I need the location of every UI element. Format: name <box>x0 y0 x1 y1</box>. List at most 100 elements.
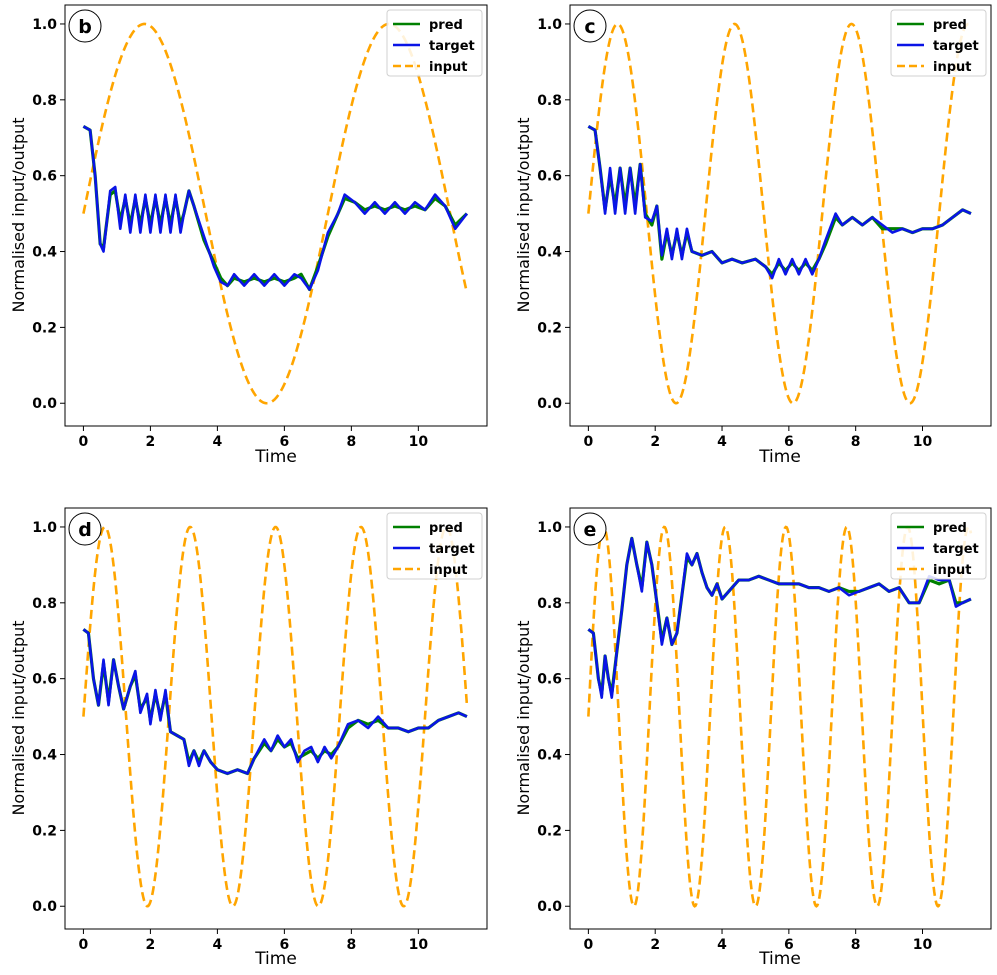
panel-label: b <box>68 9 102 43</box>
y-axis-label: Normalised input/output <box>514 620 533 815</box>
axes-frame <box>64 4 488 427</box>
legend-label-pred: pred <box>933 18 967 33</box>
x-tick-label: 0 <box>584 434 594 450</box>
legend: pred target input <box>890 9 987 77</box>
x-tick-label: 2 <box>146 937 156 953</box>
legend: pred target input <box>386 9 483 77</box>
legend-label-pred: pred <box>933 521 967 536</box>
panel-b: Time Normalised input/output 0 2 4 6 8 10 0.0 0… <box>9 4 488 467</box>
y-axis-label: Normalised input/output <box>514 117 533 312</box>
legend-label-input: input <box>933 60 972 75</box>
series-input-line <box>587 22 972 405</box>
x-tick-label: 10 <box>409 937 429 953</box>
legend-label-input: input <box>933 563 972 578</box>
y-tick-label: 0.6 <box>537 169 562 185</box>
y-tick-label: 0.0 <box>537 396 562 412</box>
y-tick-label: 0.4 <box>537 748 562 764</box>
panel-e: Time Normalised input/output 0 2 4 6 8 10 0.0 0… <box>514 507 992 969</box>
legend-label-pred: pred <box>429 521 463 536</box>
legend: pred target input <box>386 512 483 580</box>
x-tick-label: 10 <box>913 434 933 450</box>
panel-label: d <box>68 512 102 546</box>
panel-label: c <box>573 9 607 43</box>
y-tick-label: 0.6 <box>537 672 562 688</box>
legend: pred target input <box>890 512 987 580</box>
y-tick-label: 0.6 <box>32 672 57 688</box>
x-tick-label: 6 <box>784 937 794 953</box>
y-tick-label: 1.0 <box>537 520 562 536</box>
legend-label-target: target <box>933 39 979 54</box>
panel-d: Time Normalised input/output 0 2 4 6 8 10 0.0 0… <box>9 507 488 969</box>
x-tick-label: 0 <box>584 937 594 953</box>
y-tick-label: 0.8 <box>537 596 562 612</box>
x-tick-label: 8 <box>851 434 861 450</box>
y-tick-label: 0.8 <box>32 596 57 612</box>
x-tick-label: 4 <box>717 434 727 450</box>
x-tick-label: 8 <box>346 434 356 450</box>
y-tick-label: 1.0 <box>537 17 562 33</box>
x-tick-label: 4 <box>213 937 223 953</box>
plot-area <box>587 525 973 908</box>
panel-c: Time Normalised input/output 0 2 4 6 8 10 0.0 0… <box>514 4 992 467</box>
axes-frame <box>64 507 488 930</box>
x-tick-label: 6 <box>784 434 794 450</box>
x-tick-label: 4 <box>717 937 727 953</box>
y-tick-label: 0.2 <box>537 320 562 336</box>
y-tick-label: 0.6 <box>32 169 57 185</box>
panel-letter: b <box>78 16 92 38</box>
y-tick-label: 0.2 <box>537 823 562 839</box>
x-tick-label: 4 <box>213 434 223 450</box>
legend-label-target: target <box>429 39 475 54</box>
legend-label-target: target <box>933 542 979 557</box>
y-tick-label: 0.2 <box>32 823 57 839</box>
series-input-line <box>82 525 469 908</box>
y-tick-label: 0.4 <box>32 748 57 764</box>
y-tick-label: 0.2 <box>32 320 57 336</box>
y-axis-label: Normalised input/output <box>9 620 28 815</box>
plot-area <box>82 22 469 405</box>
y-tick-label: 0.0 <box>537 899 562 915</box>
plot-area <box>82 525 469 908</box>
series-target-line <box>587 125 972 280</box>
x-axis-label: Time <box>254 949 297 969</box>
y-tick-label: 0.0 <box>32 899 57 915</box>
x-tick-label: 0 <box>79 434 89 450</box>
series-target-line <box>587 537 972 699</box>
x-tick-label: 2 <box>146 434 156 450</box>
axes-frame <box>569 507 992 930</box>
y-axis-label: Normalised input/output <box>9 117 28 312</box>
panel-label: e <box>573 512 607 546</box>
panel-letter: e <box>584 519 597 541</box>
panel-letter: d <box>78 519 92 541</box>
y-tick-label: 0.8 <box>32 93 57 109</box>
y-tick-label: 0.0 <box>32 396 57 412</box>
x-axis-label: Time <box>758 949 801 969</box>
x-tick-label: 8 <box>346 937 356 953</box>
x-tick-label: 8 <box>851 937 861 953</box>
y-tick-label: 0.8 <box>537 93 562 109</box>
series-target-line <box>82 125 468 291</box>
x-tick-label: 10 <box>913 937 933 953</box>
x-tick-label: 6 <box>279 434 289 450</box>
x-tick-label: 0 <box>79 937 89 953</box>
x-axis-label: Time <box>254 447 297 467</box>
axes-frame <box>569 4 992 427</box>
series-pred-line <box>82 628 468 776</box>
panel-letter: c <box>584 16 595 38</box>
y-tick-label: 0.4 <box>537 245 562 261</box>
legend-label-pred: pred <box>429 18 463 33</box>
x-tick-label: 10 <box>409 434 429 450</box>
y-tick-label: 1.0 <box>32 17 57 33</box>
series-target-line <box>82 628 468 775</box>
legend-label-target: target <box>429 542 475 557</box>
y-tick-label: 1.0 <box>32 520 57 536</box>
x-axis-label: Time <box>758 447 801 467</box>
legend-label-input: input <box>429 563 468 578</box>
y-tick-label: 0.4 <box>32 245 57 261</box>
legend-label-input: input <box>429 60 468 75</box>
x-tick-label: 2 <box>650 937 660 953</box>
plot-area <box>587 22 972 405</box>
series-pred-line <box>587 124 972 276</box>
x-tick-label: 6 <box>279 937 289 953</box>
